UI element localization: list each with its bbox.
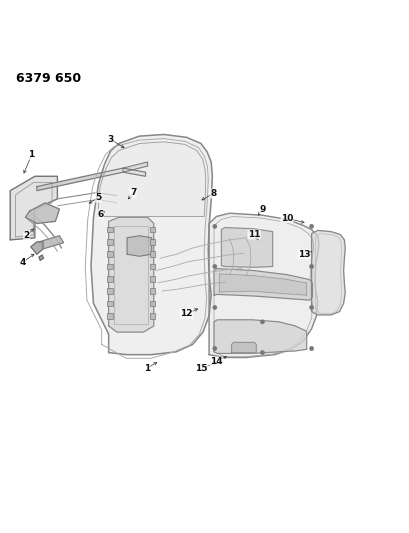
Polygon shape — [213, 320, 306, 353]
Text: 13: 13 — [297, 249, 310, 259]
Bar — [107, 264, 112, 269]
Polygon shape — [127, 236, 151, 256]
Text: 8: 8 — [209, 189, 216, 198]
Polygon shape — [10, 176, 57, 240]
Bar — [149, 239, 155, 245]
Bar — [149, 288, 155, 294]
Text: 10: 10 — [280, 214, 292, 223]
Polygon shape — [209, 213, 318, 358]
Bar — [149, 301, 155, 306]
Polygon shape — [31, 242, 43, 254]
Polygon shape — [213, 269, 312, 300]
Bar — [149, 252, 155, 257]
Text: 9: 9 — [258, 205, 265, 214]
Bar — [107, 239, 112, 245]
Circle shape — [212, 305, 216, 310]
Polygon shape — [39, 255, 43, 260]
Polygon shape — [123, 162, 147, 172]
Circle shape — [212, 264, 216, 269]
Text: 7: 7 — [130, 188, 136, 197]
Bar — [107, 227, 112, 232]
Polygon shape — [91, 134, 212, 354]
Circle shape — [212, 224, 216, 228]
Circle shape — [309, 305, 313, 310]
Polygon shape — [97, 142, 205, 216]
Text: 14: 14 — [210, 357, 222, 366]
Text: 3: 3 — [107, 135, 114, 144]
Polygon shape — [108, 217, 153, 332]
Polygon shape — [221, 228, 272, 268]
Text: 5: 5 — [95, 193, 101, 202]
Polygon shape — [25, 203, 59, 223]
Text: 11: 11 — [247, 230, 260, 239]
Text: 6379 650: 6379 650 — [16, 72, 81, 85]
Bar — [107, 288, 112, 294]
Circle shape — [260, 351, 264, 354]
Circle shape — [309, 264, 313, 269]
Circle shape — [260, 320, 264, 324]
Text: 12: 12 — [180, 309, 192, 318]
Polygon shape — [37, 168, 145, 191]
Text: 1: 1 — [28, 150, 35, 159]
Polygon shape — [39, 236, 63, 249]
Polygon shape — [219, 274, 306, 295]
Bar — [149, 227, 155, 232]
Bar — [107, 313, 112, 319]
Bar — [107, 252, 112, 257]
Polygon shape — [231, 342, 256, 353]
Bar — [107, 276, 112, 281]
Text: 4: 4 — [19, 258, 26, 267]
Text: 6: 6 — [97, 209, 103, 219]
Text: 2: 2 — [23, 231, 30, 240]
Bar — [107, 301, 112, 306]
Text: 15: 15 — [195, 364, 207, 373]
Text: 1: 1 — [143, 364, 150, 373]
Circle shape — [212, 346, 216, 351]
Bar — [149, 264, 155, 269]
Polygon shape — [311, 230, 344, 315]
Circle shape — [309, 224, 313, 228]
Circle shape — [309, 346, 313, 351]
Bar — [149, 276, 155, 281]
Bar — [149, 313, 155, 319]
